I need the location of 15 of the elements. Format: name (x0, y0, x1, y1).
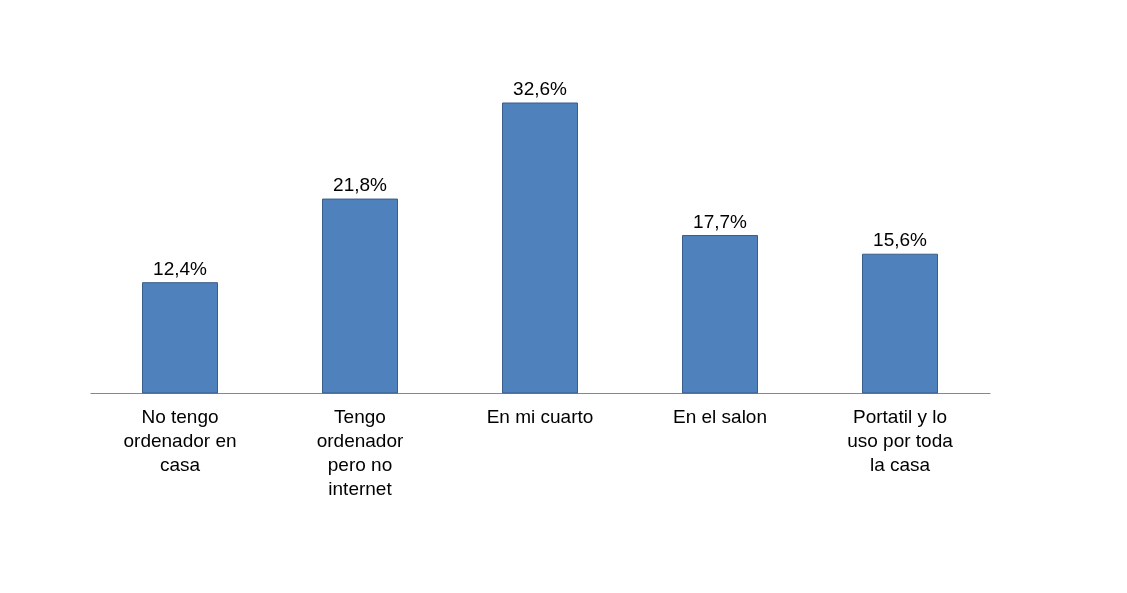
bar (682, 235, 758, 394)
data-label: 21,8% (333, 174, 388, 196)
data-label: 17,7% (693, 210, 748, 232)
bar (142, 282, 218, 394)
x-tick-label: En el salon (672, 405, 768, 427)
data-label: 12,4% (153, 257, 208, 279)
bar (862, 253, 938, 394)
bar (502, 102, 578, 394)
x-tick-label: En mi cuarto (486, 405, 594, 427)
bar (322, 198, 398, 394)
x-tick-label: Portatil y lo uso por toda la casa (847, 405, 954, 475)
x-tick-label: Tengo ordenador pero no internet (316, 405, 404, 499)
x-tick-label: No tengo ordenador en casa (123, 405, 237, 475)
data-label: 15,6% (873, 229, 928, 251)
data-label: 32,6% (513, 78, 568, 99)
